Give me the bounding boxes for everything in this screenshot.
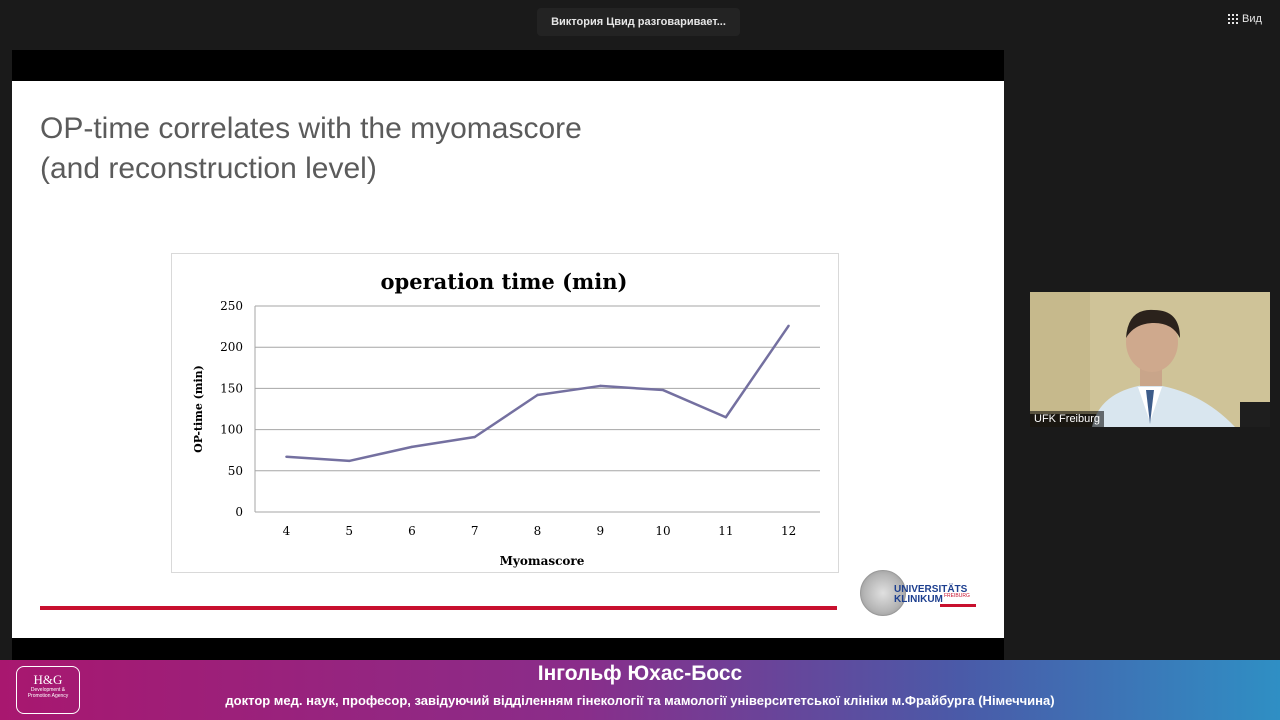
speaker-title: доктор мед. наук, професор, завідуючий в… [225, 693, 1055, 708]
logo-subtext: FREIBURG [944, 593, 970, 599]
y-axis-ticks: 0 50 100 150 200 250 [220, 299, 243, 519]
x-tick-label: 7 [471, 524, 479, 538]
hg-agency-logo: H&G Development & Promotion Agency [16, 666, 80, 714]
series-line [286, 325, 790, 463]
slide-title-line-2: (and reconstruction level) [40, 152, 377, 185]
x-tick-label: 5 [345, 524, 353, 538]
university-clinic-logo: UNIVERSITÄTS KLINIKUM FREIBURG [860, 570, 980, 620]
participant-video-tile[interactable]: UFK Freiburg [1030, 292, 1270, 427]
data-point [347, 459, 351, 463]
y-tick-label: 100 [220, 423, 243, 437]
grid-view-icon [1228, 14, 1238, 24]
view-button-label: Вид [1242, 13, 1262, 25]
y-tick-label: 200 [220, 340, 243, 354]
x-tick-label: 11 [718, 524, 733, 538]
y-tick-label: 0 [235, 505, 243, 519]
slide-title: OP-time correlates with the myomascore (… [40, 109, 940, 189]
presentation-slide: OP-time correlates with the myomascore (… [12, 81, 1004, 638]
logo-accent-bar [940, 604, 976, 607]
x-axis-ticks: 4 5 6 7 8 9 10 11 12 [283, 524, 797, 538]
x-tick-label: 12 [781, 524, 796, 538]
participant-video-image [1030, 292, 1270, 427]
data-point [599, 384, 602, 388]
line-chart: operation time (min) Myomascore OP-time … [171, 253, 839, 573]
data-point [787, 324, 790, 327]
chart-series [285, 324, 790, 463]
slide-footer-rule [40, 606, 837, 610]
speaker-name: Інгольф Юхас-Босс [537, 662, 743, 685]
y-tick-label: 250 [220, 299, 243, 313]
data-point [473, 435, 476, 439]
x-tick-label: 9 [596, 524, 604, 538]
slide-title-line-1: OP-time correlates with the myomascore [40, 112, 582, 145]
data-point [724, 416, 728, 419]
data-point [285, 455, 288, 458]
x-tick-label: 6 [408, 524, 416, 538]
y-axis-label: OP-time (min) [192, 365, 205, 453]
university-seal-icon [860, 570, 906, 616]
x-axis-label: Myomascore [500, 554, 585, 568]
speaker-lower-third: H&G Development & Promotion Agency Інгол… [0, 660, 1280, 720]
active-speaker-text: Виктория Цвид разговаривает... [551, 16, 726, 28]
chart-title: operation time (min) [381, 269, 628, 294]
meeting-top-bar: Виктория Цвид разговаривает... Вид [0, 0, 1280, 48]
data-point [661, 388, 665, 392]
x-tick-label: 10 [655, 524, 670, 538]
participant-name-label: UFK Freiburg [1030, 411, 1105, 427]
active-speaker-indicator: Виктория Цвид разговаривает... [537, 8, 740, 36]
x-tick-label: 8 [534, 524, 542, 538]
view-button[interactable]: Вид [1228, 10, 1262, 28]
logo-wordmark: UNIVERSITÄTS KLINIKUM [894, 584, 968, 605]
y-tick-label: 150 [220, 381, 243, 395]
data-point [536, 393, 539, 397]
data-point [410, 445, 414, 449]
y-tick-label: 50 [228, 464, 243, 478]
x-tick-label: 4 [283, 524, 291, 538]
chart-canvas: operation time (min) Myomascore OP-time … [192, 269, 820, 568]
chart-gridlines [254, 305, 820, 513]
